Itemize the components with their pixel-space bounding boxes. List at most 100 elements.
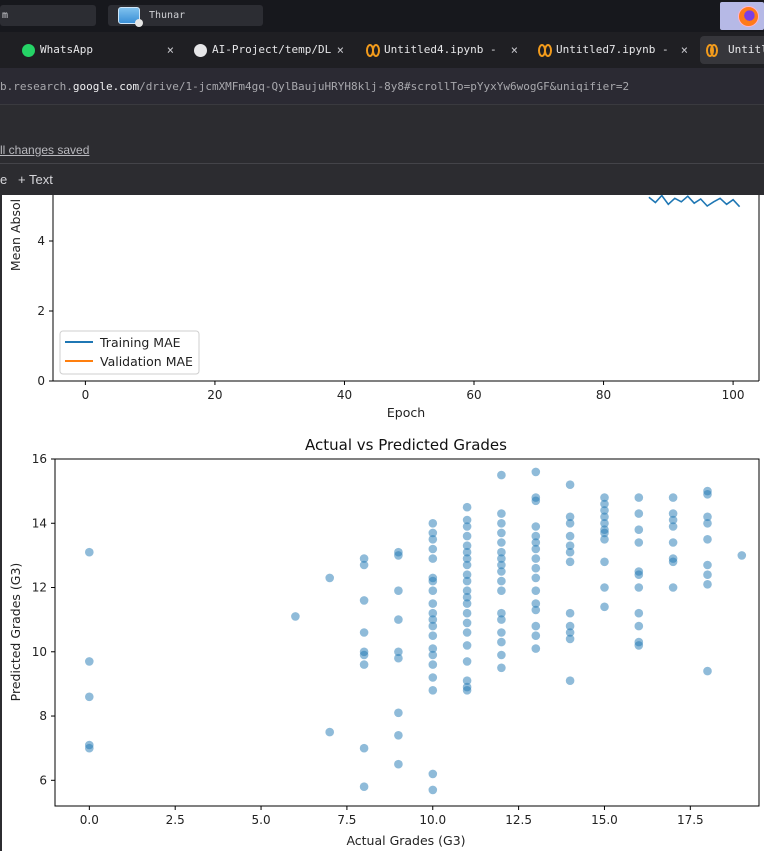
close-icon[interactable]: × xyxy=(166,43,174,57)
scatter-y-tick-label: 14 xyxy=(32,516,47,530)
taskbar-thunar-label: Thunar xyxy=(149,10,186,21)
colab-toolbar: e + Text xyxy=(0,163,764,195)
scatter-point xyxy=(600,583,609,592)
scatter-x-tick-label: 15.0 xyxy=(591,813,618,827)
scatter-point xyxy=(497,650,506,660)
tab-label: Untitl xyxy=(728,43,764,56)
scatter-point xyxy=(600,519,609,528)
scatter-point xyxy=(531,586,541,595)
scatter-point xyxy=(600,493,609,502)
scatter-point xyxy=(85,692,94,702)
scatter-point xyxy=(565,621,575,631)
url-path: /drive/1-jcmXMFm4gq-QylBaujuHRYH8klj-8y8… xyxy=(139,80,630,93)
scatter-point xyxy=(531,563,541,573)
scatter-point xyxy=(428,615,438,624)
mae-y-tick-label: 0 xyxy=(37,374,45,388)
scatter-point xyxy=(359,743,369,753)
scatter-point xyxy=(634,641,644,650)
scatter-point xyxy=(531,544,541,554)
scatter-point xyxy=(394,759,403,769)
tab-whatsapp[interactable]: WhatsApp × xyxy=(22,36,174,64)
scatter-point xyxy=(668,493,678,502)
scatter-point xyxy=(634,538,644,547)
scatter-point xyxy=(737,551,747,560)
close-icon[interactable]: × xyxy=(510,43,518,57)
scatter-point xyxy=(428,554,438,563)
scatter-y-tick-label: 10 xyxy=(32,645,47,659)
mae-x-axis-label: Epoch xyxy=(387,405,425,420)
scatter-point xyxy=(703,512,712,522)
scatter-point xyxy=(428,785,438,795)
scatter-point xyxy=(634,608,644,618)
close-icon[interactable]: × xyxy=(680,43,688,57)
scatter-point xyxy=(497,637,506,647)
scatter-point xyxy=(565,541,575,550)
scatter-point xyxy=(600,512,609,522)
scatter-point xyxy=(565,480,575,490)
save-status-link[interactable]: ll changes saved xyxy=(0,143,90,157)
scatter-point xyxy=(462,502,472,512)
scatter-point xyxy=(634,525,644,534)
scatter-point xyxy=(394,647,403,657)
scatter-point xyxy=(462,641,472,650)
tab-untitled7[interactable]: Untitled7.ipynb - × xyxy=(538,36,688,64)
taskbar-thunar-button[interactable]: Thunar xyxy=(108,5,263,27)
scatter-x-tick-label: 7.5 xyxy=(337,813,356,827)
scatter-point xyxy=(462,676,472,685)
cell-gutter xyxy=(0,195,2,851)
scatter-y-tick-label: 6 xyxy=(39,773,47,787)
colab-icon-ring xyxy=(372,44,380,57)
scatter-point xyxy=(325,573,335,583)
cell-output: 0 20 40 60 80 100 0 2 4 Epoch Mean Absol Traini… xyxy=(0,194,764,851)
tab-github[interactable]: AI-Project/temp/DL × xyxy=(194,36,344,64)
scatter-point xyxy=(428,650,438,660)
mae-y-tick-label: 2 xyxy=(37,304,45,318)
scatter-point xyxy=(531,496,541,506)
scatter-point xyxy=(565,547,575,557)
scatter-point xyxy=(85,547,94,557)
scatter-point xyxy=(428,673,438,682)
tab-untitled4[interactable]: Untitled4.ipynb - × xyxy=(366,36,518,64)
scatter-point xyxy=(428,769,438,779)
scatter-point xyxy=(291,612,300,621)
scatter-point xyxy=(359,628,369,637)
tab-label: Untitled7.ipynb - xyxy=(556,43,669,56)
scatter-point xyxy=(600,557,609,567)
scatter-point xyxy=(428,660,438,669)
scatter-chart: Actual vs Predicted Grades 0.0 2.5 5.0 7.5 1… xyxy=(8,436,760,848)
scatter-point xyxy=(85,743,94,753)
close-icon[interactable]: × xyxy=(336,43,344,57)
url-bar[interactable]: b.research.google.com/drive/1-jcmXMFm4gq… xyxy=(0,68,764,104)
taskbar-window-button[interactable]: m xyxy=(0,5,96,26)
scatter-point xyxy=(531,522,541,531)
scatter-point xyxy=(428,535,438,544)
scatter-point xyxy=(497,560,506,570)
url-text[interactable]: b.research.google.com/drive/1-jcmXMFm4gq… xyxy=(0,80,629,93)
toolbar-code-button-fragment[interactable]: e xyxy=(0,172,8,187)
scatter-point xyxy=(497,554,506,563)
scatter-point xyxy=(703,570,712,579)
scatter-point xyxy=(565,519,575,528)
mae-series-line xyxy=(648,194,741,208)
scatter-point xyxy=(565,628,575,637)
url-domain: google.com xyxy=(72,80,140,93)
scatter-point xyxy=(462,576,472,586)
scatter-point xyxy=(565,634,575,644)
add-text-button[interactable]: + Text xyxy=(18,172,53,187)
scatter-point xyxy=(394,615,403,624)
legend-training-label: Training MAE xyxy=(99,335,181,350)
scatter-point xyxy=(565,531,575,541)
scatter-point xyxy=(428,576,438,586)
scatter-point xyxy=(497,663,506,673)
scatter-y-axis-label: Predicted Grades (G3) xyxy=(8,563,23,702)
scatter-point xyxy=(565,557,575,567)
scatter-point xyxy=(703,666,712,676)
mae-x-tick-label: 0 xyxy=(82,388,90,402)
scatter-point xyxy=(531,538,541,547)
scatter-point xyxy=(668,509,678,518)
scatter-point xyxy=(497,538,506,547)
taskbar-firefox-button[interactable] xyxy=(720,2,764,30)
tab-active[interactable]: Untitl xyxy=(700,36,764,64)
scatter-point xyxy=(394,653,403,663)
scatter-point xyxy=(359,782,369,791)
